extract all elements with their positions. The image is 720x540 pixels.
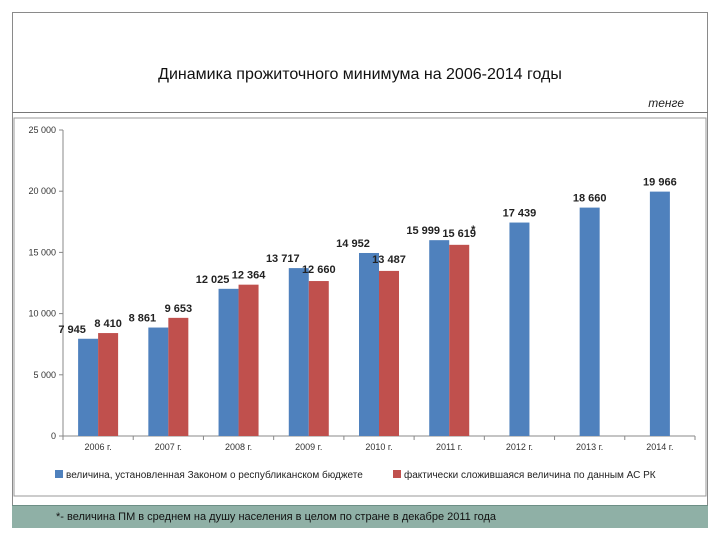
x-tick-label: 2014 г. <box>646 442 673 452</box>
x-tick-label: 2009 г. <box>295 442 322 452</box>
data-label-series1: 14 952 <box>336 238 370 250</box>
chart-title: Динамика прожиточного минимума на 2006-2… <box>158 66 562 83</box>
bar-series2 <box>379 270 399 436</box>
data-label-series1: 12 025 <box>196 274 230 286</box>
x-tick-label: 2013 г. <box>576 442 603 452</box>
bar-series1 <box>78 338 99 436</box>
data-label-series2: 15 619 <box>442 228 476 240</box>
legend-label-series1: величина, установленная Законом о респуб… <box>66 469 363 481</box>
x-tick-label: 2006 г. <box>85 442 112 452</box>
legend-label-series2: фактически сложившаяся величина по данны… <box>404 469 656 481</box>
data-label-series2: 13 487 <box>372 254 406 266</box>
data-label-series1: 17 439 <box>503 208 537 220</box>
legend-swatch-series2 <box>393 470 401 478</box>
footnote-bar: *- величина ПМ в среднем на душу населен… <box>12 505 708 528</box>
data-label-series2: 12 364 <box>232 270 267 282</box>
bar-series1 <box>579 207 600 436</box>
bar-series1 <box>288 268 309 436</box>
x-tick-label: 2011 г. <box>436 442 463 452</box>
y-tick-label: 15 000 <box>28 247 56 257</box>
data-label-series1: 19 966 <box>643 177 677 189</box>
y-tick-label: 5 000 <box>33 370 56 380</box>
unit-label: тенге <box>648 96 684 110</box>
y-tick-label: 20 000 <box>28 186 56 196</box>
data-label-series2: 12 660 <box>302 264 336 276</box>
y-tick-label: 25 000 <box>28 125 56 135</box>
bar-series1 <box>218 288 239 436</box>
bar-series1 <box>649 191 670 436</box>
data-label-series1: 7 945 <box>58 324 86 336</box>
x-tick-label: 2010 г. <box>365 442 392 452</box>
bar-series2 <box>449 244 470 436</box>
divider-line <box>12 112 708 113</box>
data-label-series2: 9 653 <box>165 303 193 315</box>
data-label-series1: 18 660 <box>573 193 607 205</box>
data-label-series1: 15 999 <box>406 225 440 237</box>
footnote-text: *- величина ПМ в среднем на душу населен… <box>56 511 497 523</box>
bar-series1 <box>359 252 379 436</box>
data-label-series1: 8 861 <box>129 313 157 325</box>
bar-series1 <box>429 240 450 436</box>
x-tick-label: 2012 г. <box>506 442 533 452</box>
bar-series2 <box>238 284 259 436</box>
x-tick-label: 2008 г. <box>225 442 252 452</box>
x-tick-label: 2007 г. <box>155 442 182 452</box>
y-tick-label: 10 000 <box>28 309 56 319</box>
data-label-series2: 8 410 <box>94 318 122 330</box>
legend-swatch-series1 <box>55 470 63 478</box>
data-label-series1: 13 717 <box>266 253 300 265</box>
bar-series2 <box>98 333 119 436</box>
bar-series2 <box>308 281 329 436</box>
chart-area-border <box>13 117 707 497</box>
y-tick-label: 0 <box>51 431 56 441</box>
bar-series2 <box>168 317 189 436</box>
annotation-asterisk: * <box>471 224 476 236</box>
bar-series1 <box>509 222 530 436</box>
bar-series1 <box>148 327 169 436</box>
